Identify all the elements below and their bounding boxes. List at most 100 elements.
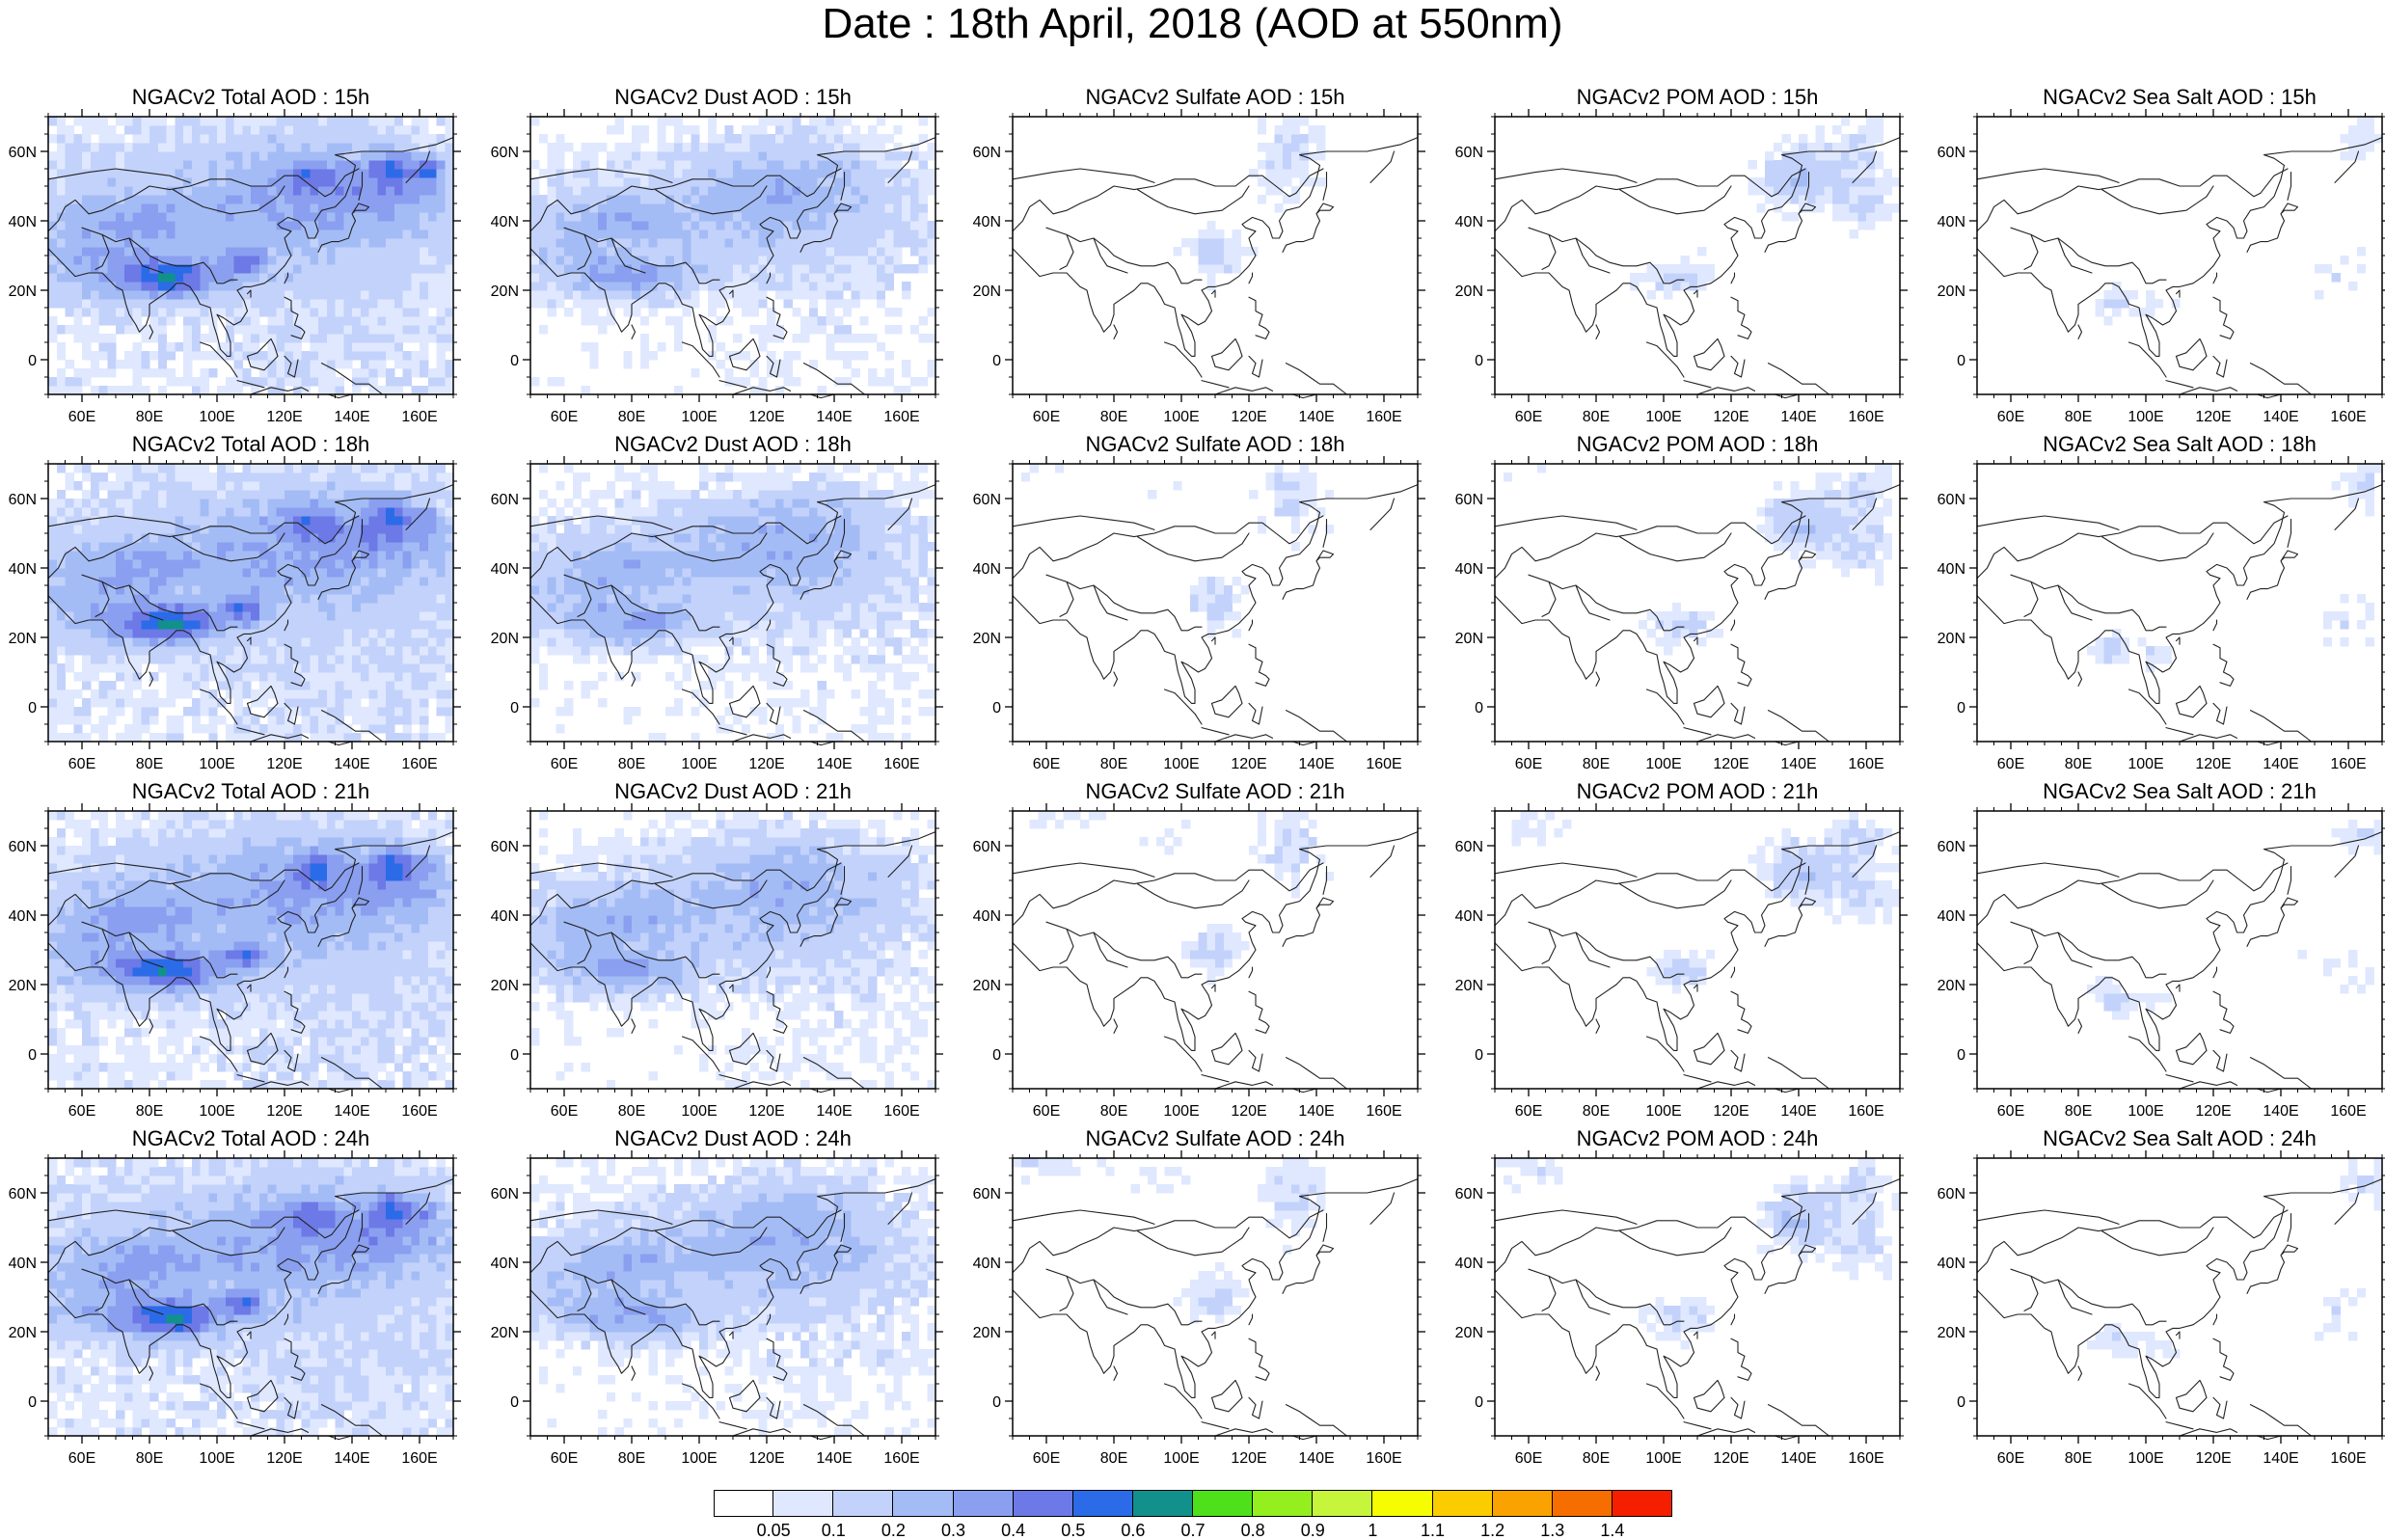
lat-tick-label: 40N [491,561,519,578]
aod-field [2087,820,2383,1020]
lon-tick-label: 160E [883,756,919,772]
colorbar-label: 0.5 [1044,1521,1102,1540]
lon-tick-label: 160E [2330,1103,2366,1120]
lon-tick-label: 60E [1515,1450,1542,1467]
lon-tick-label: 160E [2330,756,2366,772]
lat-tick-label: 60N [1938,492,1965,508]
panel-title: NGACv2 POM AOD : 18h [1456,432,1938,457]
aod-field [1512,811,1901,994]
lon-tick-label: 80E [618,1450,645,1467]
lon-tick-label: 100E [1163,1450,1199,1467]
panel-title: NGACv2 Total AOD : 15h [10,85,492,110]
lat-tick-label: 0 [992,700,1001,716]
lon-tick-label: 100E [1645,756,1681,772]
panel-title: NGACv2 POM AOD : 21h [1456,779,1938,804]
lon-tick-label: 140E [1298,409,1334,425]
colorbar-swatch [1553,1490,1613,1517]
lon-tick-label: 60E [1997,409,2024,425]
colorbar-label: 0.2 [864,1521,922,1540]
lon-tick-label: 160E [401,409,437,425]
colorbar-label: 1.3 [1524,1521,1582,1540]
colorbar-label: 0.3 [925,1521,983,1540]
lon-tick-label: 140E [1298,1450,1334,1467]
panel-title: NGACv2 Sea Salt AOD : 15h [1938,85,2385,110]
lon-tick-label: 100E [2128,1450,2163,1467]
lon-tick-label: 120E [2195,1103,2231,1120]
lat-tick-label: 0 [992,1394,1001,1411]
lon-tick-label: 80E [618,756,645,772]
panel-title: NGACv2 Total AOD : 21h [10,779,492,804]
lon-tick-label: 100E [2128,409,2163,425]
lat-tick-label: 20N [9,631,37,647]
plot-frame [1977,811,2382,1089]
lon-tick-label: 120E [1713,1450,1748,1467]
lon-tick-label: 100E [199,409,234,425]
lat-tick-label: 60N [9,839,37,855]
lon-tick-label: 60E [1033,1103,1060,1120]
lat-tick-label: 20N [1938,1325,1965,1341]
colorbar-swatch [954,1490,1014,1517]
lat-tick-label: 40N [1938,214,1965,230]
lon-tick-label: 160E [883,409,919,425]
lat-tick-label: 20N [1938,978,1965,994]
lon-tick-label: 120E [748,1450,784,1467]
lat-tick-label: 40N [973,214,1001,230]
lon-tick-label: 80E [1583,409,1610,425]
colorbar-swatch [1433,1490,1493,1517]
aod-field [2096,117,2383,326]
lon-tick-label: 140E [1298,1103,1334,1120]
lon-tick-label: 140E [334,756,369,772]
lon-tick-label: 80E [136,1103,163,1120]
lon-tick-label: 60E [68,756,95,772]
panel-title: NGACv2 Sea Salt AOD : 21h [1938,779,2385,804]
lat-tick-label: 60N [9,1186,37,1202]
lon-tick-label: 80E [1583,1103,1610,1120]
aod-field [48,1158,454,1437]
lat-tick-label: 0 [28,1047,37,1064]
lat-tick-label: 0 [510,700,519,716]
lat-tick-label: 60N [491,145,519,161]
lat-tick-label: 40N [9,214,37,230]
lon-tick-label: 80E [136,756,163,772]
colorbar-label: 0.4 [985,1521,1043,1540]
lon-tick-label: 160E [1366,1450,1401,1467]
lon-tick-label: 100E [1163,1103,1199,1120]
lon-tick-label: 80E [1100,1103,1127,1120]
lat-tick-label: 0 [1957,1047,1965,1064]
lon-tick-label: 140E [334,1450,369,1467]
lat-tick-label: 60N [1938,145,1965,161]
lat-tick-label: 20N [491,1325,519,1341]
lon-tick-label: 80E [2065,409,2092,425]
lat-tick-label: 20N [1455,978,1483,994]
coastlines [1977,832,2382,1093]
lon-tick-label: 140E [1780,756,1816,772]
lon-tick-label: 120E [748,409,784,425]
lat-tick-label: 20N [491,978,519,994]
lon-tick-label: 80E [2065,756,2092,772]
colorbar-swatch [833,1490,893,1517]
lon-tick-label: 60E [68,409,95,425]
colorbar-swatch [1133,1490,1193,1517]
lon-tick-label: 80E [136,1450,163,1467]
lon-tick-label: 100E [199,1103,234,1120]
lon-tick-label: 100E [1163,756,1199,772]
colorbar-swatch [1493,1490,1553,1517]
lon-tick-label: 100E [2128,756,2163,772]
lat-tick-label: 40N [1938,1256,1965,1272]
lon-tick-label: 80E [1100,756,1127,772]
